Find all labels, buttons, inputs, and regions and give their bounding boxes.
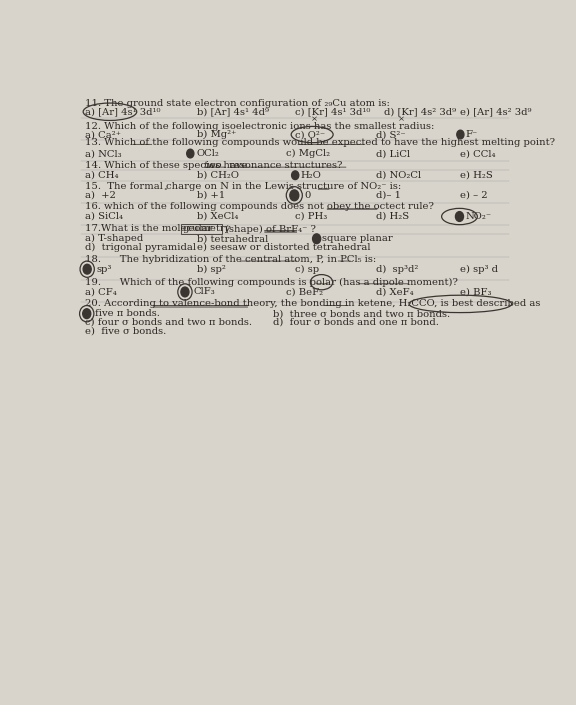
Text: 20. According to valence-bond theory, the bonding in ketene, H₂CCO, is best desc: 20. According to valence-bond theory, th… <box>85 300 541 308</box>
Text: (shape) of BrF₄⁻ ?: (shape) of BrF₄⁻ ? <box>222 224 316 233</box>
Text: b) CH₂O: b) CH₂O <box>197 171 239 180</box>
Text: c) sp: c) sp <box>295 264 319 274</box>
Text: d) XeF₄: d) XeF₄ <box>376 288 413 297</box>
Circle shape <box>83 264 91 274</box>
Text: c) [Kr] 4s¹ 3d¹⁰: c) [Kr] 4s¹ 3d¹⁰ <box>295 107 370 116</box>
Text: a) CH₄: a) CH₄ <box>85 171 119 180</box>
Text: a) CF₄: a) CF₄ <box>85 288 117 297</box>
Circle shape <box>457 130 464 139</box>
Text: c) MgCl₂: c) MgCl₂ <box>286 149 331 158</box>
Text: a) SiCl₄: a) SiCl₄ <box>85 212 123 221</box>
Text: NO₂⁻: NO₂⁻ <box>466 212 492 221</box>
Text: e) sp³ d: e) sp³ d <box>460 264 498 274</box>
Text: square planar: square planar <box>322 234 393 243</box>
Text: ×: × <box>398 115 405 123</box>
Text: c) BeF₂: c) BeF₂ <box>286 288 323 297</box>
Text: d) NO₂Cl: d) NO₂Cl <box>376 171 420 180</box>
Text: 0: 0 <box>304 191 310 200</box>
Text: c) four σ bonds and two π bonds.: c) four σ bonds and two π bonds. <box>85 318 252 327</box>
Text: e) seesaw or distorted tetrahedral: e) seesaw or distorted tetrahedral <box>197 243 370 252</box>
Text: b) tetrahedral: b) tetrahedral <box>197 234 268 243</box>
Text: e) H₂S: e) H₂S <box>460 171 493 180</box>
Text: d)  sp³d²: d) sp³d² <box>376 264 418 274</box>
Circle shape <box>83 309 91 319</box>
Text: b) XeCl₄: b) XeCl₄ <box>197 212 238 221</box>
Text: a) [Ar] 4s¹ 3d¹⁰: a) [Ar] 4s¹ 3d¹⁰ <box>85 107 161 116</box>
Text: c) O²⁻: c) O²⁻ <box>295 130 325 139</box>
Text: 19.      Which of the following compounds is polar (has a dipole moment)?: 19. Which of the following compounds is … <box>85 278 458 287</box>
Text: two: two <box>204 161 222 170</box>
Text: d) [Kr] 4s² 3d⁹: d) [Kr] 4s² 3d⁹ <box>384 107 457 116</box>
Text: d) H₂S: d) H₂S <box>376 212 409 221</box>
Text: 14. Which of these species have: 14. Which of these species have <box>85 161 251 170</box>
Text: ClF₃: ClF₃ <box>194 288 215 297</box>
Circle shape <box>291 171 299 180</box>
Text: F⁻: F⁻ <box>466 130 478 139</box>
Text: 15.  The formal charge on N in the Lewis structure of NO₂⁻ is:: 15. The formal charge on N in the Lewis … <box>85 182 401 191</box>
Text: 13. Which of the following compounds would be expected to have the highest melti: 13. Which of the following compounds wou… <box>85 138 555 147</box>
Circle shape <box>181 287 189 297</box>
Text: 16. which of the following compounds does not obey the octect rule?: 16. which of the following compounds doe… <box>85 202 434 212</box>
Text: a)  +2: a) +2 <box>85 191 116 200</box>
Text: resonance structures?: resonance structures? <box>229 161 343 170</box>
Text: e) [Ar] 4s² 3d⁹: e) [Ar] 4s² 3d⁹ <box>460 107 532 116</box>
Text: a) T-shaped: a) T-shaped <box>85 234 143 243</box>
Text: d) LiCl: d) LiCl <box>376 149 410 158</box>
Text: 11. The ground state electron configuration of ₂₉Cu atom is:: 11. The ground state electron configurat… <box>85 99 391 108</box>
Text: sp³: sp³ <box>97 264 112 274</box>
Text: H₂O: H₂O <box>301 171 321 180</box>
Text: e) BF₃: e) BF₃ <box>460 288 492 297</box>
Text: b)  three σ bonds and two π bonds.: b) three σ bonds and two π bonds. <box>273 309 450 318</box>
Circle shape <box>456 212 464 221</box>
Text: OCl₂: OCl₂ <box>196 149 219 158</box>
Text: e) – 2: e) – 2 <box>460 191 488 200</box>
Text: d) S²⁻: d) S²⁻ <box>376 130 405 139</box>
Text: e)  five σ bonds.: e) five σ bonds. <box>85 326 166 336</box>
Text: b) sp²: b) sp² <box>197 264 226 274</box>
Text: c) PH₃: c) PH₃ <box>295 212 327 221</box>
Text: d)  four σ bonds and one π bond.: d) four σ bonds and one π bond. <box>273 318 439 327</box>
Text: 17.What is the molecular: 17.What is the molecular <box>85 224 216 233</box>
Text: a) NCl₃: a) NCl₃ <box>85 149 122 158</box>
Text: geometry: geometry <box>183 224 231 233</box>
Text: d)  trigonal pyramidal: d) trigonal pyramidal <box>85 243 196 252</box>
Circle shape <box>313 234 321 244</box>
Text: 12. Which of the following isoelectronic ions has the smallest radius:: 12. Which of the following isoelectronic… <box>85 123 435 131</box>
Circle shape <box>187 149 194 158</box>
Text: five π bonds.: five π bonds. <box>95 309 160 318</box>
Text: b) Mg²⁺: b) Mg²⁺ <box>197 130 236 139</box>
Text: a) Ca²⁺: a) Ca²⁺ <box>85 130 122 139</box>
Text: e) CCl₄: e) CCl₄ <box>460 149 496 158</box>
Text: b) +1: b) +1 <box>197 191 225 200</box>
Text: d)– 1: d)– 1 <box>376 191 400 200</box>
Text: b) [Ar] 4s¹ 4d⁹: b) [Ar] 4s¹ 4d⁹ <box>197 107 269 116</box>
Text: ×: × <box>311 115 318 123</box>
Circle shape <box>290 190 299 201</box>
Text: 18.      The hybridization of the central atom, P, in PCl₅ is:: 18. The hybridization of the central ato… <box>85 255 377 264</box>
